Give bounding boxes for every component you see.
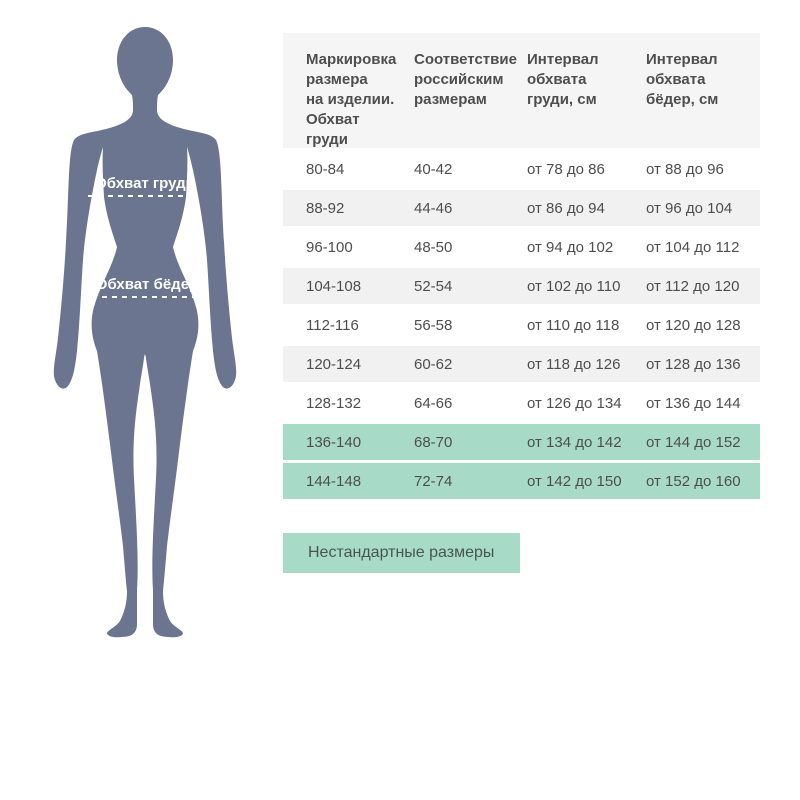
cell-hips-interval: от 128 до 136 [646,355,741,373]
cell-chest-interval: от 86 до 94 [527,199,605,217]
cell-russian-size: 40-42 [414,160,453,178]
cell-size-marking: 120-124 [306,355,362,373]
table-rows: 80-84 40-42 от 78 до 86 от 88 до 96 88-9… [283,148,760,499]
cell-hips-interval: от 96 до 104 [646,199,733,217]
nonstandard-sizes-label: Нестандартные размеры [308,544,495,561]
cell-chest-interval: от 134 до 142 [527,433,622,451]
cell-size-marking: 96-100 [306,238,353,256]
cell-russian-size: 60-62 [414,355,453,373]
female-body-silhouette [53,27,237,638]
cell-russian-size: 72-74 [414,472,453,490]
cell-hips-interval: от 112 до 120 [646,277,740,295]
cell-chest-interval: от 94 до 102 [527,238,614,256]
cell-chest-interval: от 102 до 110 [527,277,621,295]
cell-size-marking: 88-92 [306,199,345,217]
header-hips-interval: Интервал обхвата бёдер, см [646,51,719,108]
cell-hips-interval: от 88 до 96 [646,160,724,178]
table-row: 144-148 72-74 от 142 до 150 от 152 до 16… [283,463,760,499]
cell-size-marking: 128-132 [306,394,362,412]
cell-size-marking: 104-108 [306,277,362,295]
cell-russian-size: 68-70 [414,433,453,451]
cell-russian-size: 44-46 [414,199,453,217]
nonstandard-sizes-legend: Нестандартные размеры [283,533,520,573]
table-row: 120-124 60-62 от 118 до 126 от 128 до 13… [283,346,760,382]
hips-measure-label: Обхват бёдер [95,276,199,293]
cell-size-marking: 112-116 [306,316,359,334]
cell-russian-size: 64-66 [414,394,453,412]
table-row: 96-100 48-50 от 94 до 102 от 104 до 112 [283,229,760,265]
table-row: 136-140 68-70 от 134 до 142 от 144 до 15… [283,424,760,460]
size-table-header: Маркировка размера на изделии. Обхват гр… [283,33,760,148]
cell-hips-interval: от 120 до 128 [646,316,741,334]
header-size-marking: Маркировка размера на изделии. Обхват гр… [306,51,397,148]
cell-russian-size: 48-50 [414,238,453,256]
chest-dashed-line [88,195,197,197]
cell-size-marking: 144-148 [306,472,362,490]
header-russian-sizes: Соответствие российским размерам [414,51,517,108]
table-row: 88-92 44-46 от 86 до 94 от 96 до 104 [283,190,760,226]
table-row: 80-84 40-42 от 78 до 86 от 88 до 96 [283,151,760,187]
cell-hips-interval: от 144 до 152 [646,433,741,451]
cell-size-marking: 136-140 [306,433,362,451]
cell-chest-interval: от 118 до 126 [527,355,621,373]
cell-chest-interval: от 78 до 86 [527,160,605,178]
cell-hips-interval: от 152 до 160 [646,472,741,490]
cell-hips-interval: от 104 до 112 [646,238,740,256]
table-row: 128-132 64-66 от 126 до 134 от 136 до 14… [283,385,760,421]
header-chest-interval: Интервал обхвата груди, см [527,51,599,108]
cell-chest-interval: от 142 до 150 [527,472,622,490]
table-row: 112-116 56-58 от 110 до 118 от 120 до 12… [283,307,760,343]
cell-size-marking: 80-84 [306,160,345,178]
hips-dashed-line [82,296,204,298]
chest-measure-label: Обхват груди [95,175,195,192]
table-row: 104-108 52-54 от 102 до 110 от 112 до 12… [283,268,760,304]
cell-hips-interval: от 136 до 144 [646,394,741,412]
cell-russian-size: 52-54 [414,277,453,295]
cell-russian-size: 56-58 [414,316,453,334]
cell-chest-interval: от 126 до 134 [527,394,622,412]
cell-chest-interval: от 110 до 118 [527,316,620,334]
